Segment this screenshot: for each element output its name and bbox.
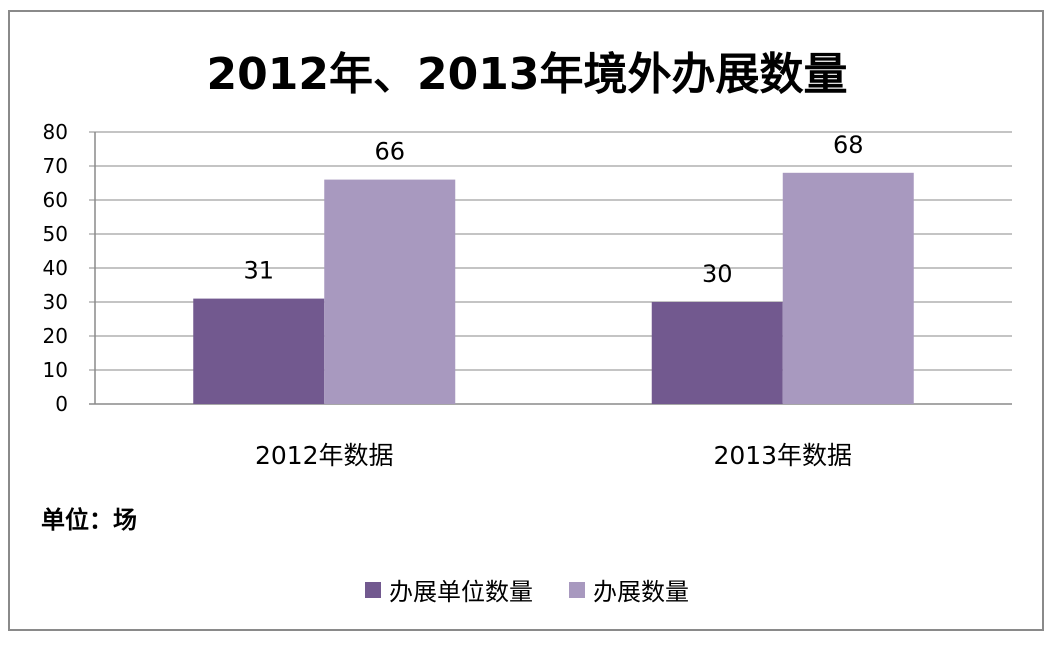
y-tick-label: 40 [43,256,68,280]
y-tick-label: 60 [43,188,68,212]
bar [324,179,456,404]
y-tick-label: 50 [43,222,68,246]
y-axis-ticks: 0 10 20 30 40 50 60 70 80 [43,120,68,416]
y-tick-label: 80 [43,120,68,144]
data-labels: 31 66 30 68 [243,131,863,288]
y-tick-label: 0 [55,392,68,416]
legend-item-series-1: 办展单位数量 [365,572,533,607]
legend-label: 办展单位数量 [389,578,533,606]
x-category-label: 2013年数据 [713,441,852,470]
data-label: 30 [702,260,733,288]
legend: 办展单位数量 办展数量 [0,572,1054,607]
bar [782,172,914,404]
y-tick-label: 10 [43,358,68,382]
legend-label: 办展数量 [593,578,689,606]
data-label: 66 [374,138,405,166]
legend-swatch [365,581,381,598]
legend-swatch [569,581,585,598]
legend-item-series-2: 办展数量 [569,572,689,607]
bars [193,172,914,404]
x-category-label: 2012年数据 [255,441,394,470]
x-axis-categories: 2012年数据 2013年数据 [255,441,852,470]
bar [193,298,325,404]
chart-title: 2012年、2013年境外办展数量 [206,49,848,100]
y-tick-label: 30 [43,290,68,314]
data-label: 68 [833,131,864,159]
data-label: 31 [243,257,274,285]
bar [651,302,783,404]
y-tick-label: 20 [43,324,68,348]
y-tick-label: 70 [43,154,68,178]
unit-note: 单位：场 [41,506,137,534]
